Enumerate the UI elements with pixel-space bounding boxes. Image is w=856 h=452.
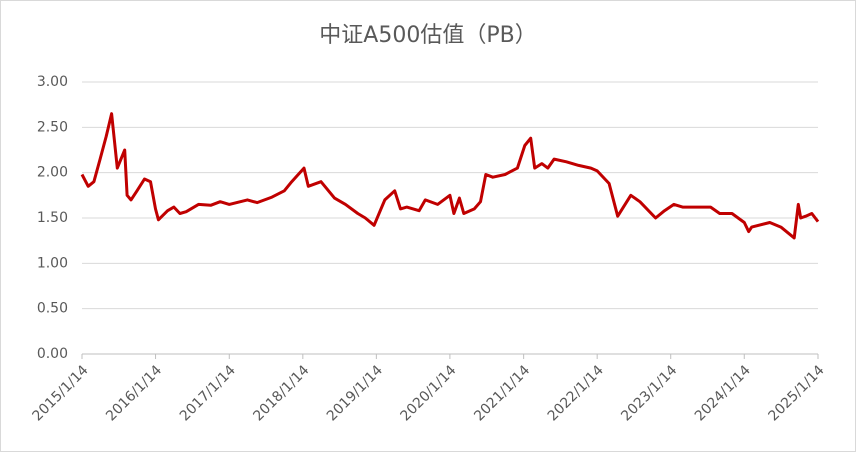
y-tick-label: 0.50 xyxy=(37,301,68,317)
y-tick-label: 2.00 xyxy=(37,165,68,181)
y-tick-label: 0.00 xyxy=(37,346,68,362)
y-tick-label: 3.00 xyxy=(37,74,68,90)
y-tick-label: 1.00 xyxy=(37,255,68,271)
y-tick-label: 1.50 xyxy=(37,210,68,226)
y-tick-label: 2.50 xyxy=(37,119,68,135)
chart-title: 中证A500估值（PB） xyxy=(319,23,536,48)
data-line xyxy=(80,112,820,240)
